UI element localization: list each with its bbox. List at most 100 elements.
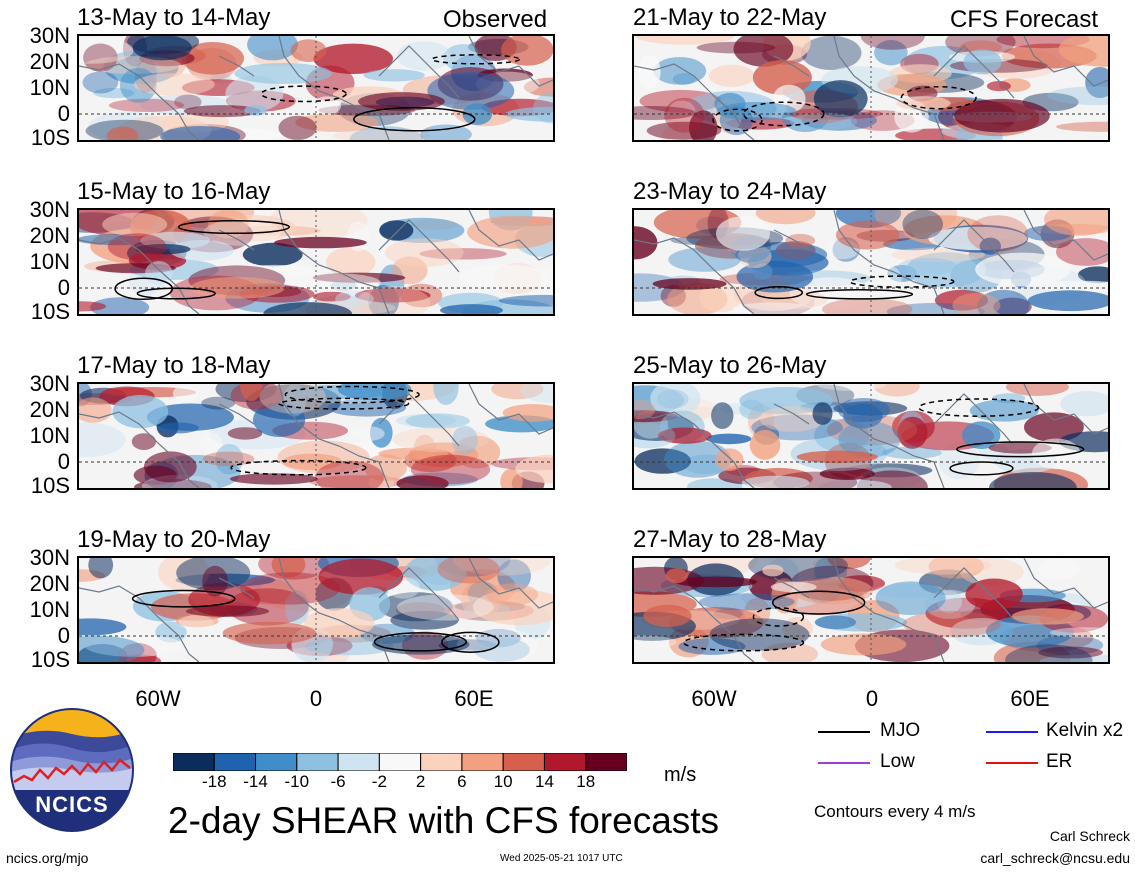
shear-anomaly-blob — [135, 244, 191, 255]
shear-anomaly-blob — [169, 240, 234, 261]
shear-anomaly-blob — [222, 621, 317, 645]
coastline — [79, 210, 553, 314]
shear-anomaly-blob — [733, 36, 794, 67]
mjo-contour — [682, 633, 805, 652]
shear-anomaly-blob — [706, 433, 752, 445]
shear-anomaly-blob — [79, 635, 145, 662]
colorbar-swatch — [255, 752, 298, 772]
lon-label: 60E — [454, 686, 494, 711]
shear-anomaly-blob — [986, 81, 1011, 92]
coastline — [79, 558, 553, 662]
shear-anomaly-blob — [643, 604, 692, 627]
shear-anomaly-blob — [290, 39, 327, 62]
shear-anomaly-blob — [437, 558, 500, 584]
lat-label: 10S — [30, 647, 70, 672]
shear-anomaly-blob — [634, 423, 676, 449]
mjo-contour — [742, 101, 825, 127]
shear-anomaly-blob — [107, 233, 167, 261]
colorbar-label: 10 — [493, 772, 513, 791]
shear-anomaly-blob — [453, 558, 552, 576]
shear-anomaly-blob — [965, 578, 1023, 610]
shear-anomaly-blob — [989, 472, 1077, 488]
mjo-contour — [131, 589, 236, 608]
panel-title: 13-May to 14-May — [77, 4, 271, 31]
shear-anomaly-blob — [200, 432, 222, 453]
shear-anomaly-blob — [239, 384, 263, 402]
shear-anomaly-blob — [635, 36, 735, 45]
shear-map-panel — [77, 34, 555, 142]
shear-anomaly-blob — [172, 385, 199, 402]
lat-label: 20N — [29, 223, 70, 248]
shear-anomaly-blob — [229, 473, 318, 485]
shear-anomaly-blob — [902, 210, 943, 239]
shear-anomaly-blob — [1085, 67, 1108, 98]
shear-anomaly-blob — [967, 215, 1029, 253]
shear-anomaly-blob — [1077, 266, 1108, 284]
shear-map-panel — [632, 556, 1110, 664]
shear-anomaly-blob — [782, 616, 813, 640]
mjo-contour — [918, 398, 1040, 417]
mjo-contour — [431, 54, 521, 65]
shear-anomaly-blob — [898, 257, 958, 276]
shear-anomaly-blob — [813, 80, 868, 118]
mjo-contour — [712, 108, 763, 132]
panel-title: 23-May to 24-May — [633, 178, 827, 205]
shear-anomaly-blob — [1033, 280, 1108, 292]
shear-map-panel — [77, 208, 555, 316]
shear-anomaly-blob — [761, 642, 818, 662]
footer-email: carl_schreck@ncsu.edu — [980, 850, 1130, 866]
lon-label: 60E — [1010, 686, 1050, 711]
shear-anomaly-blob — [131, 433, 156, 450]
colorbar-label: 2 — [415, 772, 426, 791]
shear-anomaly-blob — [762, 564, 784, 577]
footer-timestamp: Wed 2025-05-21 1017 UTC — [500, 853, 623, 864]
shear-anomaly-blob — [1060, 391, 1108, 417]
shear-anomaly-blob — [1047, 86, 1108, 106]
shear-anomaly-blob — [392, 426, 490, 453]
shear-anomaly-blob — [501, 36, 553, 66]
shear-anomaly-blob — [278, 115, 317, 140]
shear-anomaly-blob — [427, 72, 515, 110]
panel-title: 15-May to 16-May — [77, 178, 271, 205]
shear-anomaly-blob — [410, 454, 491, 485]
mjo-contour — [771, 590, 866, 615]
shear-anomaly-blob — [370, 417, 393, 448]
legend-line-mjo — [818, 731, 870, 733]
legend-label: ER — [1046, 751, 1073, 772]
shear-anomaly-blob — [332, 130, 431, 140]
shear-anomaly-blob — [652, 278, 727, 290]
shear-anomaly-blob — [715, 448, 744, 471]
lat-label: 10S — [30, 473, 70, 498]
shear-anomaly-blob — [234, 63, 333, 84]
shear-anomaly-blob — [485, 583, 539, 606]
shear-anomaly-blob — [207, 210, 249, 239]
mjo-contour — [900, 85, 977, 110]
colorbar-label: -6 — [330, 772, 346, 791]
shear-anomaly-blob — [143, 451, 197, 483]
mjo-contour — [805, 288, 914, 300]
observed-tag: Observed — [443, 6, 548, 33]
shear-anomaly-blob — [453, 435, 501, 469]
shear-anomaly-blob — [792, 577, 873, 605]
shear-anomaly-blob — [378, 447, 449, 460]
lon-label: 0 — [309, 686, 323, 711]
shear-anomaly-blob — [233, 264, 316, 279]
shear-anomaly-blob — [497, 559, 531, 593]
lat-label: 20N — [29, 571, 70, 596]
mjo-contour — [849, 275, 955, 288]
shear-map-panel — [632, 34, 1110, 142]
shear-anomaly-blob — [79, 301, 107, 312]
shear-anomaly-blob — [452, 425, 478, 455]
shear-anomaly-blob — [443, 44, 484, 72]
shear-anomaly-blob — [894, 558, 992, 575]
shear-anomaly-blob — [90, 297, 150, 314]
shear-anomaly-blob — [274, 236, 367, 249]
shear-anomaly-blob — [88, 558, 114, 579]
mjo-contour — [284, 385, 420, 404]
panel-title: 19-May to 20-May — [77, 526, 271, 553]
shear-anomaly-blob — [420, 124, 472, 140]
lat-label: 30N — [29, 371, 70, 396]
shear-anomaly-blob — [827, 558, 871, 569]
shear-anomaly-blob — [759, 406, 825, 432]
shear-anomaly-blob — [634, 635, 677, 650]
